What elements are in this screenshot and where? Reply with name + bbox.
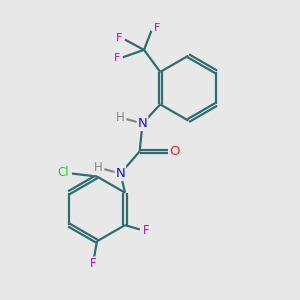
Text: N: N	[116, 167, 125, 180]
Text: H: H	[93, 161, 102, 174]
Text: N: N	[138, 117, 147, 130]
Text: F: F	[143, 224, 150, 238]
Text: F: F	[114, 53, 120, 63]
Text: O: O	[170, 145, 180, 158]
Text: H: H	[116, 111, 124, 124]
Text: F: F	[90, 257, 97, 271]
Text: F: F	[154, 23, 160, 33]
Text: F: F	[116, 33, 122, 43]
Text: Cl: Cl	[57, 166, 69, 178]
